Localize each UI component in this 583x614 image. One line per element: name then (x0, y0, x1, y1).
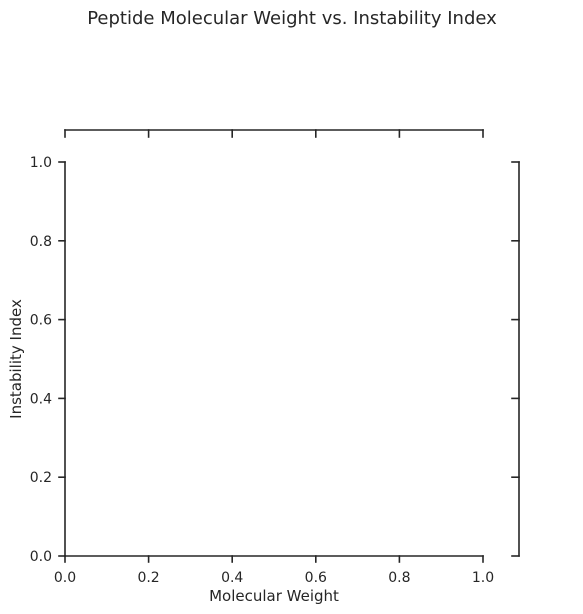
chart-title: Peptide Molecular Weight vs. Instability… (87, 8, 497, 29)
x-tick-label: 0.0 (54, 570, 76, 586)
x-tick-label: 0.8 (388, 570, 410, 586)
marginal-y-axis (511, 161, 520, 557)
marginal-y-ticks (511, 161, 520, 557)
y-tick-label: 1.0 (30, 155, 52, 171)
y-tick-label: 0.0 (30, 549, 52, 565)
y-tick-label: 0.2 (30, 470, 52, 486)
marginal-x-ticks (64, 129, 484, 138)
y-axis-ticks: 0.0 0.2 0.4 0.6 0.8 1.0 (30, 155, 66, 565)
y-tick-label: 0.8 (30, 234, 52, 250)
x-tick-label: 0.2 (137, 570, 159, 586)
marginal-x-axis (64, 129, 484, 138)
y-axis-label: Instability Index (7, 299, 25, 419)
main-plot: 0.0 0.2 0.4 0.6 0.8 1.0 0.0 0.2 0.4 0.6 0.8 1.0 (30, 155, 494, 586)
y-tick-label: 0.6 (30, 313, 52, 329)
x-tick-label: 0.6 (305, 570, 327, 586)
x-axis-ticks: 0.0 0.2 0.4 0.6 0.8 1.0 (54, 555, 494, 586)
y-tick-label: 0.4 (30, 391, 52, 407)
x-tick-label: 0.4 (221, 570, 243, 586)
x-axis-label: Molecular Weight (209, 587, 339, 605)
x-tick-label: 1.0 (472, 570, 494, 586)
